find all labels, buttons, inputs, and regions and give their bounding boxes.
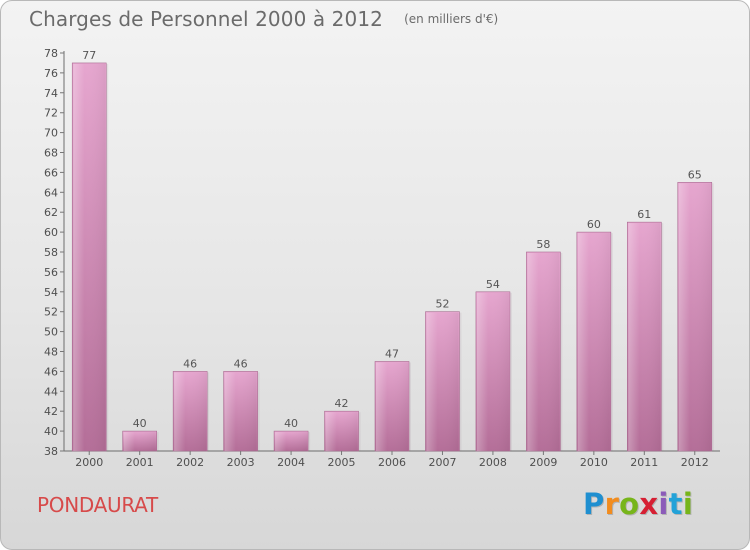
y-tick-label: 72	[44, 107, 58, 120]
x-tick-label: 2001	[126, 456, 154, 469]
y-tick-label: 60	[44, 226, 58, 239]
y-tick-label: 68	[44, 147, 58, 160]
y-tick-label: 42	[44, 405, 58, 418]
logo-letter: i	[658, 487, 669, 521]
y-tick-label: 48	[44, 346, 58, 359]
y-tick-label: 38	[44, 445, 58, 458]
y-tick-label: 66	[44, 166, 58, 179]
x-tick-label: 2007	[428, 456, 456, 469]
bar-group: 60	[576, 218, 613, 452]
y-tick-label: 52	[44, 306, 58, 319]
bar-highlight	[73, 63, 106, 451]
x-tick-label: 2000	[75, 456, 103, 469]
x-tick-label: 2004	[277, 456, 305, 469]
bar-group: 65	[677, 168, 714, 452]
y-tick-label: 62	[44, 206, 58, 219]
bar-group: 46	[223, 357, 260, 452]
y-tick-label: 44	[44, 385, 58, 398]
chart-title: Charges de Personnel 2000 à 2012	[29, 7, 383, 31]
x-tick-label: 2012	[681, 456, 709, 469]
bar-highlight	[224, 372, 257, 451]
bar-value-label: 42	[335, 397, 349, 410]
logo-letter: P	[583, 487, 605, 521]
y-tick-label: 58	[44, 246, 58, 259]
bar-group: 47	[374, 347, 411, 452]
x-tick-label: 2011	[630, 456, 658, 469]
bar-value-label: 46	[234, 357, 248, 370]
chart-layer: 38 40 42 44 46 48 50 52 54 56 58 60 62 64 66 68 70 72 74 76…	[44, 47, 720, 469]
bar-value-label: 60	[587, 218, 601, 231]
x-tick-label: 2005	[328, 456, 356, 469]
bar-highlight	[174, 372, 207, 451]
bar-highlight	[275, 432, 308, 451]
bar-value-label: 61	[637, 208, 651, 221]
bar-highlight	[527, 253, 560, 451]
bar-group: 40	[122, 417, 159, 452]
chart-subtitle: (en milliers d'€)	[404, 12, 499, 26]
bar-value-label: 52	[435, 298, 449, 311]
title-row: Charges de Personnel 2000 à 2012 (en mil…	[29, 7, 498, 31]
bar-group: 61	[627, 208, 664, 452]
x-tick-label: 2008	[479, 456, 507, 469]
bar-highlight	[426, 312, 459, 451]
logo-letter: o	[619, 487, 640, 521]
bar-highlight	[325, 412, 358, 451]
x-tick-label: 2009	[529, 456, 557, 469]
bar-group: 46	[172, 357, 210, 452]
x-tick-label: 2006	[378, 456, 406, 469]
bar-value-label: 40	[133, 417, 147, 430]
y-tick-label: 76	[44, 67, 58, 80]
bar-value-label: 77	[82, 49, 96, 62]
bar-value-label: 46	[183, 357, 197, 370]
y-tick-label: 70	[44, 127, 58, 140]
logo-letter: t	[668, 487, 683, 521]
commune-label: PONDAURAT	[37, 493, 158, 517]
y-tick-label: 46	[44, 365, 58, 378]
logo-letter: x	[639, 487, 659, 521]
bar-value-label: 58	[536, 238, 550, 251]
x-tick-label: 2002	[176, 456, 204, 469]
x-tick-label: 2010	[580, 456, 608, 469]
bar-group: 52	[425, 298, 462, 452]
x-tick-label: 2003	[227, 456, 255, 469]
bar-value-label: 54	[486, 278, 500, 291]
bar-highlight	[123, 432, 156, 451]
bar-highlight	[577, 233, 610, 451]
y-tick-label: 74	[44, 87, 58, 100]
bar-group: 42	[324, 397, 361, 452]
y-tick-label: 50	[44, 326, 58, 339]
y-tick-label: 54	[44, 286, 58, 299]
bar-value-label: 65	[688, 168, 702, 181]
y-tick-label: 78	[44, 47, 58, 60]
bar-highlight	[476, 292, 509, 451]
bar-group: 54	[475, 278, 512, 452]
y-tick-label: 64	[44, 186, 58, 199]
bar-value-label: 47	[385, 347, 399, 360]
logo-letter: r	[604, 487, 620, 521]
bar-highlight	[678, 183, 711, 451]
bar-highlight	[376, 362, 408, 451]
logo-letter: i	[682, 487, 694, 521]
bar-highlight	[628, 223, 661, 451]
bar-group: 58	[526, 238, 563, 452]
proxiti-logo: Proxiti	[583, 487, 693, 521]
bar-group: 77	[71, 49, 109, 452]
bar-value-label: 40	[284, 417, 298, 430]
bar-group: 40	[273, 417, 311, 452]
y-tick-label: 40	[44, 425, 58, 438]
y-tick-label: 56	[44, 266, 58, 279]
